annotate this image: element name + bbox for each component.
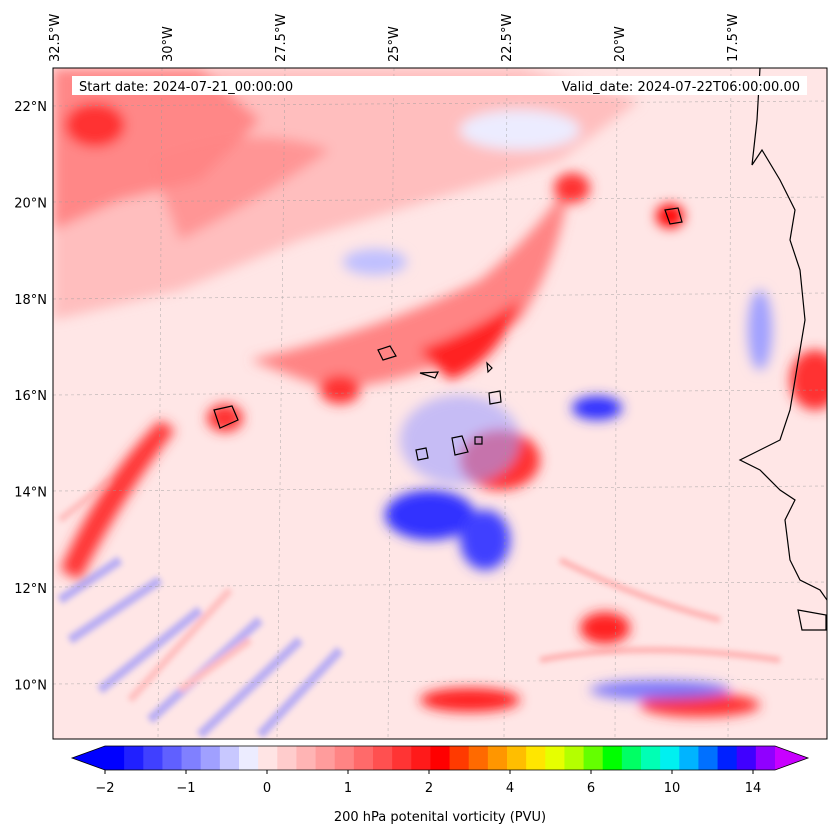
longitude-label: 27.5°W [274, 14, 289, 62]
start-date-label: Start date: 2024-07-21_00:00:00 [79, 80, 293, 95]
longitude-label: 32.5°W [48, 14, 63, 62]
coastline [213, 68, 827, 631]
colorbar-min-extend [72, 746, 105, 770]
colorbar-segment [315, 746, 336, 770]
colorbar-segment [334, 746, 355, 770]
longitude-label: 17.5°W [726, 14, 741, 62]
colorbar-segment [105, 746, 125, 770]
colorbar-segment [124, 746, 144, 770]
colorbar-segment [526, 746, 546, 770]
longitude-label: 22.5°W [500, 14, 515, 62]
colorbar-segment [296, 746, 317, 770]
longitude-label: 25°W [387, 26, 402, 62]
colorbar-segment [181, 746, 202, 770]
colorbar-segment [602, 746, 623, 770]
colorbar-max-extend [775, 746, 808, 770]
colorbar-segment [736, 746, 757, 770]
colorbar-ticks: −2 −1 0 1 2 4 6 10 14 [95, 770, 761, 796]
colorbar-segment [660, 746, 680, 770]
colorbar-segment [583, 746, 604, 770]
colorbar [70, 745, 810, 771]
latitude-label: 14°N [14, 486, 47, 501]
colorbar-segment [392, 746, 412, 770]
colorbar-segment [353, 746, 374, 770]
colorbar-segment [698, 746, 719, 770]
colorbar-tick-label: 6 [587, 781, 595, 796]
colorbar-segment [258, 746, 278, 770]
longitude-label: 20°W [613, 26, 628, 62]
colorbar-tick-label: 0 [263, 781, 271, 796]
longitude-labels: 32.5°W 30°W 27.5°W 25°W 22.5°W 20°W 17.5°W [48, 14, 741, 62]
gridlines [53, 68, 827, 739]
colorbar-segment [430, 746, 451, 770]
latitude-labels: 22°N 20°N 18°N 16°N 14°N 12°N 10°N [14, 100, 47, 693]
colorbar-tick-label: 4 [506, 781, 514, 796]
colorbar-segment [277, 746, 297, 770]
colorbar-segment [717, 746, 738, 770]
map-frame [52, 67, 828, 740]
colorbar-segment [621, 746, 642, 770]
colorbar-label: 200 hPa potenital vorticity (PVU) [334, 810, 546, 825]
longitude-label: 30°W [161, 26, 176, 62]
colorbar-segment [162, 746, 183, 770]
latitude-label: 20°N [14, 196, 47, 211]
colorbar-segment [239, 746, 259, 770]
colorbar-segment [487, 746, 508, 770]
latitude-label: 12°N [14, 582, 47, 597]
colorbar-segment [200, 746, 221, 770]
colorbar-segment [449, 746, 470, 770]
colorbar-segment [507, 746, 527, 770]
colorbar-segment [143, 746, 163, 770]
colorbar-segment [468, 746, 489, 770]
start-date-box [72, 76, 807, 95]
valid-date-label: Valid_date: 2024-07-22T06:00:00.00 [562, 80, 800, 95]
colorbar-tick-label: 10 [664, 781, 681, 796]
colorbar-tick-label: 2 [425, 781, 433, 796]
colorbar-segment [373, 746, 393, 770]
colorbar-segment [219, 746, 240, 770]
colorbar-tick-label: −2 [95, 781, 114, 796]
colorbar-segment [755, 746, 776, 770]
colorbar-segment [411, 746, 431, 770]
colorbar-segment [564, 746, 585, 770]
latitude-label: 22°N [14, 100, 47, 115]
colorbar-tick-label: 14 [745, 781, 762, 796]
colorbar-segment [641, 746, 661, 770]
colorbar-segment [679, 746, 699, 770]
colorbar-tick-label: −1 [176, 781, 195, 796]
latitude-label: 10°N [14, 678, 47, 693]
latitude-label: 18°N [14, 293, 47, 308]
colorbar-tick-label: 1 [344, 781, 352, 796]
latitude-label: 16°N [14, 389, 47, 404]
pv-field [53, 68, 827, 739]
colorbar-segment [545, 746, 565, 770]
